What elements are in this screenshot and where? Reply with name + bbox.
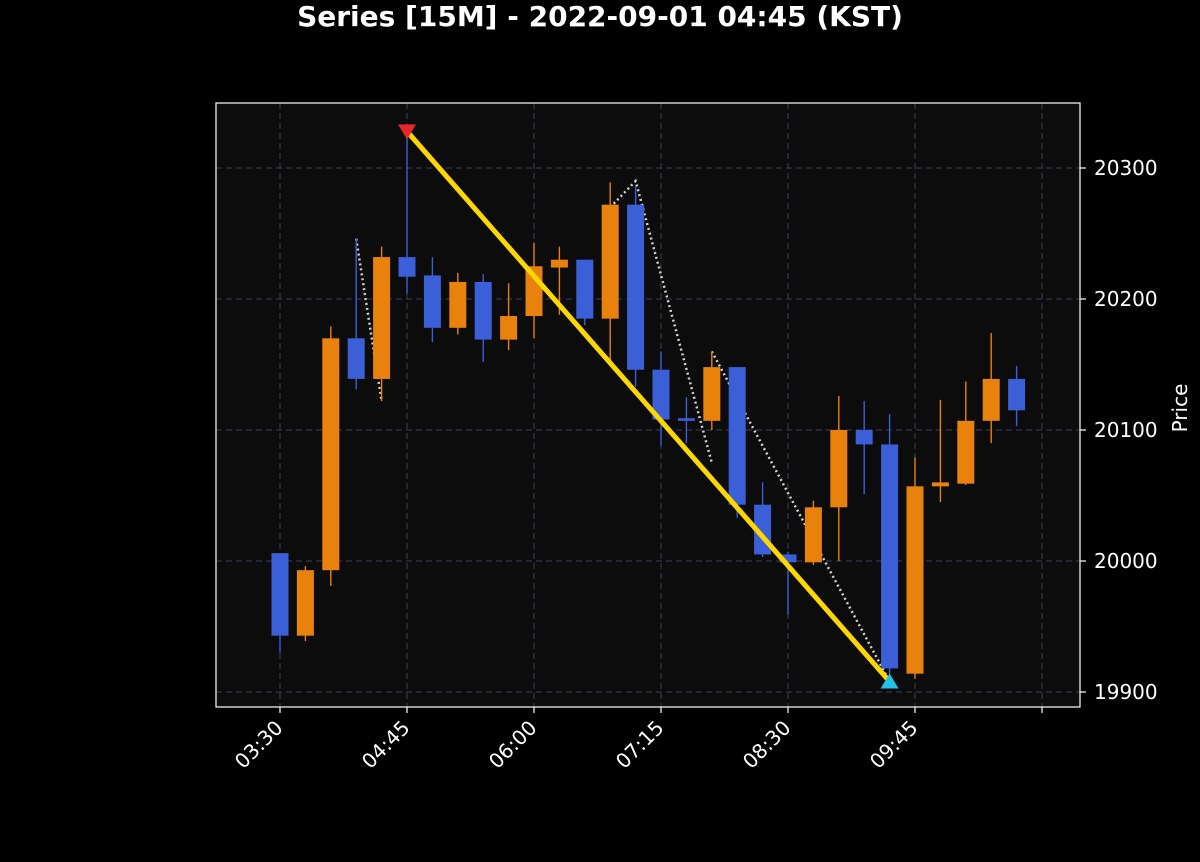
x-tick-label: 09:45: [865, 716, 923, 774]
candle-body: [347, 338, 365, 379]
dotted-guide-line: [609, 178, 714, 464]
candle: [347, 238, 365, 390]
candle-body: [474, 281, 492, 340]
candle: [804, 500, 822, 565]
trade-markers: [398, 124, 899, 689]
candle-body: [449, 281, 467, 328]
candle-body: [652, 369, 670, 420]
candle-body: [906, 486, 924, 674]
candle: [449, 272, 467, 335]
candle: [957, 381, 975, 486]
y-tick-label: 20000: [1094, 549, 1158, 573]
y-tick-label: 20200: [1094, 287, 1158, 311]
plot-frame: [215, 102, 1081, 708]
candle: [576, 259, 594, 326]
x-tick-label: 04:45: [357, 716, 415, 774]
candle: [373, 246, 391, 402]
candle-body: [703, 367, 721, 421]
candle: [627, 186, 645, 387]
candle-body: [830, 430, 848, 508]
candle: [474, 274, 492, 362]
y-tick-label: 20100: [1094, 418, 1158, 442]
exit-marker-up-triangle: [880, 673, 899, 689]
candle: [906, 457, 924, 679]
candle: [728, 367, 746, 518]
candle-body: [957, 420, 975, 484]
y-tick-label: 19900: [1094, 680, 1158, 704]
candle-body: [550, 259, 568, 268]
candle-body: [779, 554, 797, 563]
y-tick-label: 20300: [1094, 156, 1158, 180]
candle: [677, 397, 695, 444]
dotted-guides: [354, 178, 891, 683]
candle: [423, 257, 441, 343]
candle-body: [296, 570, 314, 636]
candle-body: [881, 444, 899, 669]
candle: [296, 566, 314, 641]
x-tick-label: 03:30: [230, 716, 288, 774]
candle-body: [855, 430, 873, 445]
y-axis: 19900 20000 20100 20200 20300: [1080, 156, 1158, 704]
candle: [982, 333, 1000, 444]
y-axis-label: Price: [1168, 384, 1192, 433]
candle-body: [804, 507, 822, 563]
candle-body: [271, 553, 289, 636]
entry-marker-down-triangle: [398, 124, 416, 140]
candle-body: [601, 204, 619, 319]
trend-line-group: [404, 128, 893, 685]
trend-line: [404, 128, 893, 685]
candle-body: [373, 257, 391, 379]
candle-body: [500, 316, 518, 340]
candle-body: [322, 338, 340, 571]
candle-body: [398, 257, 416, 277]
candle: [830, 395, 848, 561]
candle: [601, 182, 619, 362]
candle: [1008, 365, 1026, 427]
candle-body: [728, 367, 746, 505]
candle: [855, 401, 873, 495]
candle: [703, 351, 721, 430]
grid-lines: [216, 103, 1080, 707]
candle-body: [1008, 378, 1026, 411]
candles: [271, 131, 1026, 682]
candle: [271, 553, 289, 653]
x-tick-label: 08:30: [738, 716, 796, 774]
candle: [398, 131, 416, 294]
candle: [931, 399, 949, 503]
candle: [881, 414, 899, 682]
x-axis: 03:30 04:45 06:00 07:15 08:30 09:45: [230, 707, 1043, 774]
candle-body: [982, 378, 1000, 421]
candle-body: [423, 275, 441, 328]
candle: [500, 283, 518, 351]
chart-title: Series [15M] - 2022-09-01 04:45 (KST): [297, 0, 903, 33]
candle-body: [677, 418, 695, 421]
x-tick-label: 06:00: [484, 716, 542, 774]
candle: [652, 351, 670, 446]
x-tick-label: 07:15: [611, 716, 669, 774]
candle-body: [627, 204, 645, 370]
candle-body: [931, 482, 949, 487]
candle: [322, 326, 340, 586]
candle-body: [576, 259, 594, 319]
